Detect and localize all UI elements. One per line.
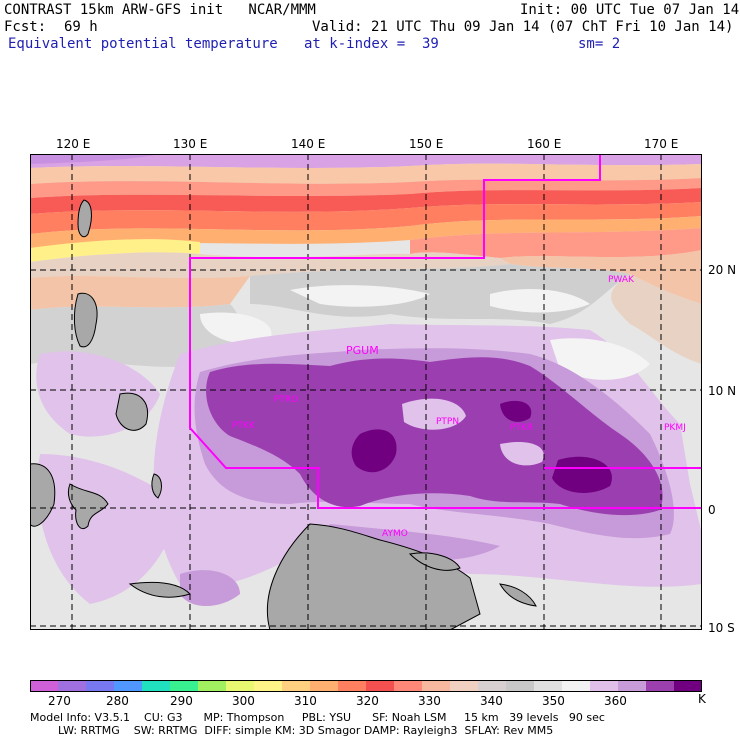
station-ptkr: PTKR [510,423,533,433]
lat-label-equator: 0 [708,503,716,517]
band-tan-east [611,274,702,364]
station-pgum: PGUM [346,344,379,357]
level-index: at k-index = 39 [304,36,439,52]
station-pwak: PWAK [608,275,635,285]
station-ptro: PTRO [274,395,298,405]
band-red-north [30,188,702,214]
colorbar-label-300: 300 [232,694,255,708]
darkest-core-2 [552,456,612,493]
colorbar-swatch [422,680,451,692]
colorbar-swatch [30,680,59,692]
colorbar-swatch [142,680,171,692]
lon-label-160e: 160 E [527,137,562,151]
colorbar-swatch [198,680,227,692]
band-salmon-north [30,178,702,198]
model-info-line1: Model Info: V3.5.1 CU: G3 MP: Thompson P… [30,711,605,724]
sulawesi [67,483,109,530]
colorbar-swatch [506,680,535,692]
colorbar-swatch [254,680,283,692]
valid-time: Valid: 21 UTC Thu 09 Jan 14 (07 ChT Fri … [312,19,734,35]
colorbar-swatch [226,680,255,692]
land-masses [30,199,537,630]
field-name: Equivalent potential temperature [8,36,278,52]
borneo-edge [30,463,56,527]
new-britain [408,552,461,571]
band-magenta-north [30,154,702,168]
colorbar-label-340: 340 [480,694,503,708]
white-patch-1 [290,285,430,307]
model-title: CONTRAST 15km ARW-GFS init NCAR/MMM [4,2,316,18]
lon-label-150e: 150 E [409,137,444,151]
colorbar-label-360: 360 [604,694,627,708]
colorbar-swatch [114,680,143,692]
lavender-hole-2 [500,442,544,466]
solomons [499,583,537,607]
white-gap [550,338,650,380]
band-peach-east [500,250,702,304]
taiwan [77,199,92,238]
colorbar-swatch [282,680,311,692]
station-aymo: AYMO [382,529,408,539]
mindanao [115,392,148,431]
band-peach-north [30,163,702,184]
init-time: Init: 00 UTC Tue 07 Jan 14 [520,2,740,18]
white-patch-3 [200,312,272,344]
station-ptkk: PTKK [232,421,256,431]
lon-label-170e: 170 E [644,137,679,151]
colorbar-swatch [562,680,591,692]
colorbar-label-350: 350 [542,694,565,708]
station-ptpn: PTPN [436,417,459,427]
colorbar-swatch [170,680,199,692]
lat-label-10n: 10 N [708,384,737,398]
colorbar-swatch [674,680,702,692]
colorbar-swatch [394,680,423,692]
model-info-line2: LW: RRTMG SW: RRTMG DIFF: simple KM: 3D … [30,724,554,737]
lavender-hole [402,398,466,430]
colorbar-swatch [310,680,339,692]
colorbar-swatch [450,680,479,692]
colorbar-swatch [338,680,367,692]
colorbar-swatch [366,680,395,692]
colorbar-frame [30,680,702,692]
white-patch-2 [490,289,590,313]
colorbar-swatch [646,680,675,692]
lon-label-140e: 140 E [291,137,326,151]
lon-label-130e: 130 E [173,137,208,151]
band-purple-north [30,154,160,164]
smoothing: sm= 2 [578,36,621,52]
dark-purple-core [206,357,663,516]
forecast-hour: 69 h [64,19,98,35]
station-pkmj: PKMJ [664,423,686,433]
forecast-label: Fcst: [4,19,47,35]
colorbar-label-270: 270 [48,694,71,708]
darkest-core-1 [351,429,397,473]
colorbar-label-290: 290 [170,694,193,708]
colorbar-label-280: 280 [106,694,129,708]
purple-sw [180,570,240,606]
colorbar-swatch [86,680,115,692]
colorbar [30,680,702,692]
lat-label-20n: 20 N [708,263,737,277]
halmahera [151,473,162,499]
band-orange [30,202,702,234]
lat-label-10s: 10 S [708,621,735,635]
band-peach-nw [30,276,250,310]
lon-label-120e: 120 E [56,137,91,151]
region-boundary [189,154,702,509]
colorbar-swatch [478,680,507,692]
luzon [73,292,98,348]
colorbar-label-310: 310 [294,694,317,708]
theta-e-map: PWAK PGUM PTRO PTKK PTPN PTKR PKMJ AYMO [30,154,702,630]
colorbar-label-320: 320 [356,694,379,708]
colorbar-label-330: 330 [418,694,441,708]
band-light-orange [30,216,702,248]
map-frame [30,154,702,630]
colorbar-swatch [58,680,87,692]
darkest-core-3 [500,400,532,422]
colorbar-swatch [590,680,619,692]
colorbar-swatch [534,680,563,692]
colorbar-unit: K [698,692,706,706]
colorbar-swatch [618,680,647,692]
